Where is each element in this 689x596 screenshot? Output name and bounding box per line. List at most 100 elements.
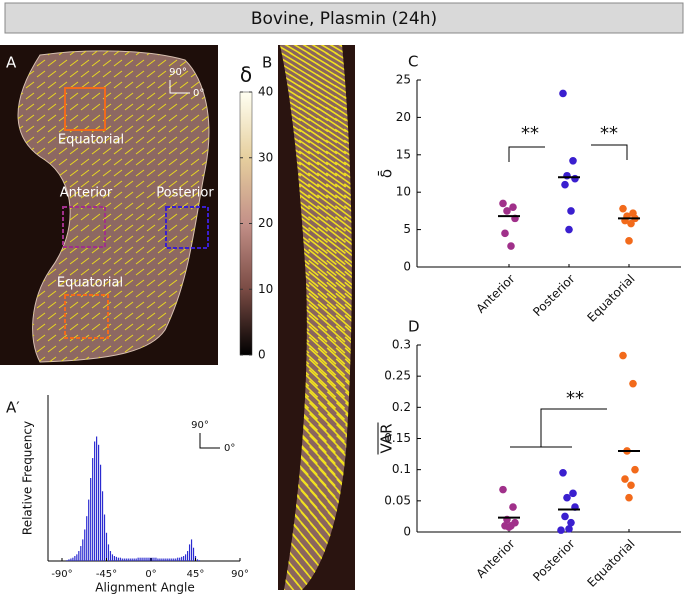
vector bbox=[335, 248, 352, 266]
vector bbox=[168, 125, 178, 133]
vector bbox=[327, 467, 345, 487]
vector bbox=[335, 303, 352, 321]
y-tick-label: 0.25 bbox=[384, 369, 411, 383]
vector bbox=[146, 246, 156, 254]
histogram-bar bbox=[70, 558, 72, 561]
vector bbox=[80, 180, 90, 188]
vector bbox=[47, 114, 57, 122]
vector bbox=[168, 136, 178, 144]
vector bbox=[146, 224, 156, 232]
vector bbox=[344, 227, 352, 243]
vector bbox=[179, 125, 189, 133]
vector bbox=[190, 114, 200, 122]
vector bbox=[335, 292, 352, 310]
vector bbox=[25, 92, 35, 100]
vector bbox=[300, 467, 318, 487]
vector bbox=[124, 114, 134, 122]
histogram-bar bbox=[123, 558, 125, 561]
vector bbox=[317, 380, 337, 398]
vector bbox=[344, 358, 352, 376]
vector bbox=[343, 161, 352, 177]
vector bbox=[179, 147, 189, 155]
vector bbox=[157, 191, 167, 199]
vector bbox=[124, 180, 134, 188]
y-tick-label: 0.15 bbox=[384, 431, 411, 445]
vector bbox=[309, 434, 327, 454]
vector bbox=[58, 279, 68, 287]
vector bbox=[168, 279, 178, 287]
data-point bbox=[561, 180, 569, 189]
vector bbox=[25, 114, 35, 122]
vector bbox=[80, 224, 90, 232]
vector bbox=[58, 158, 68, 166]
vector bbox=[124, 268, 134, 276]
vector bbox=[91, 180, 101, 188]
y-tick-label: 0 bbox=[403, 260, 411, 274]
vector bbox=[124, 345, 134, 353]
vector bbox=[69, 169, 79, 177]
vector bbox=[344, 347, 352, 365]
y-tick-label: 0.3 bbox=[392, 338, 411, 352]
vector bbox=[58, 345, 68, 353]
data-point bbox=[509, 203, 517, 211]
vector bbox=[47, 125, 57, 133]
vector bbox=[179, 114, 189, 122]
vector bbox=[280, 45, 302, 55]
vector bbox=[317, 402, 337, 420]
vector bbox=[69, 356, 79, 362]
vector bbox=[326, 303, 346, 321]
vector bbox=[113, 92, 123, 100]
y-tick-label: 0 bbox=[403, 525, 411, 539]
vector bbox=[36, 301, 46, 309]
vector bbox=[135, 158, 145, 166]
vector bbox=[280, 63, 302, 77]
vector bbox=[124, 235, 134, 243]
vector bbox=[179, 235, 189, 243]
region-label: Equatorial bbox=[58, 133, 124, 148]
vector bbox=[146, 81, 156, 89]
vector bbox=[124, 312, 134, 320]
vector bbox=[146, 235, 156, 243]
vector bbox=[168, 114, 178, 122]
vector bbox=[157, 158, 167, 166]
vector bbox=[308, 391, 328, 409]
vector bbox=[298, 183, 320, 199]
orientation-right: 0° bbox=[193, 88, 204, 99]
vector bbox=[146, 268, 156, 276]
vector bbox=[289, 106, 311, 122]
vector bbox=[168, 290, 178, 298]
vector bbox=[309, 423, 327, 443]
vector bbox=[58, 169, 68, 177]
vector bbox=[102, 147, 112, 155]
vector bbox=[113, 312, 123, 320]
histogram-bar bbox=[92, 458, 94, 561]
vector bbox=[69, 279, 79, 287]
vector bbox=[316, 63, 338, 77]
vector bbox=[36, 147, 46, 155]
vector bbox=[102, 180, 112, 188]
vector bbox=[135, 235, 145, 243]
y-tick-label: 25 bbox=[396, 73, 411, 87]
x-tick-label: 90° bbox=[231, 569, 249, 580]
vector bbox=[18, 114, 24, 122]
vector bbox=[316, 106, 338, 122]
vector bbox=[343, 128, 352, 144]
vector bbox=[135, 257, 145, 265]
y-tick-label: 0.05 bbox=[384, 493, 411, 507]
vector bbox=[91, 50, 101, 56]
vector bbox=[344, 281, 352, 299]
vector bbox=[135, 81, 145, 89]
vector bbox=[36, 70, 46, 78]
histogram-bar bbox=[97, 444, 100, 561]
vector bbox=[47, 103, 57, 111]
vector bbox=[326, 259, 346, 277]
vector bbox=[327, 456, 345, 476]
histogram-bar bbox=[103, 514, 106, 561]
vector bbox=[135, 180, 145, 188]
histogram-bar bbox=[109, 551, 112, 561]
vector bbox=[69, 50, 79, 56]
vector bbox=[179, 257, 189, 265]
vector bbox=[343, 205, 352, 221]
vector bbox=[308, 358, 328, 376]
vector bbox=[326, 281, 346, 299]
